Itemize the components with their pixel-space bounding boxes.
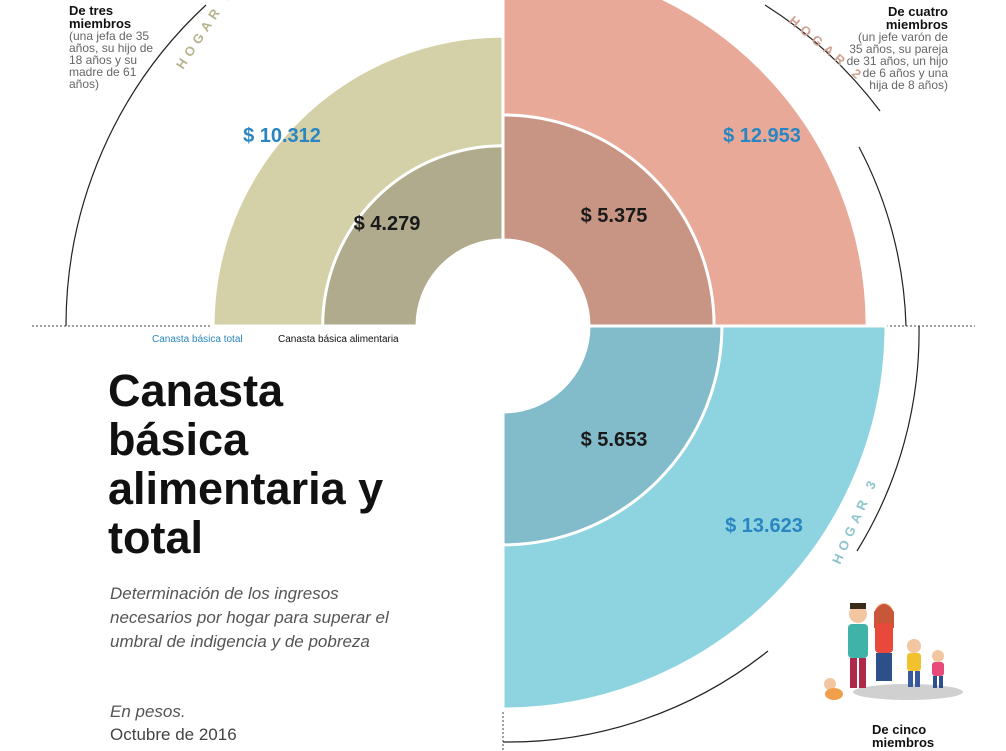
page-title: Canasta básica alimentaria y total: [108, 365, 384, 563]
legend-food: Canasta básica alimentaria: [278, 334, 399, 345]
hogar-1-arc-label: HOGAR 1: [173, 0, 237, 72]
hogar-2-description: De cuatro miembros (un jefe varón de 35 …: [846, 5, 948, 91]
hogar-1-description: De tres miembros (una jefa de 35 años, s…: [69, 4, 159, 90]
hogar-3-heading: De cinco miembros: [872, 722, 935, 750]
outer-arc-hogar-1: [65, 4, 207, 327]
hogar-1-heading: De tres miembros: [69, 3, 132, 31]
outer-arc-hogar-3: [856, 325, 920, 552]
page-subtitle: Determinación de los ingresos necesarios…: [110, 584, 389, 651]
hogar-1-detail: (una jefa de 35 años, su hijo de 18 años…: [69, 29, 154, 91]
hogar-2-food-label: $ 5.375: [581, 205, 648, 227]
hogar-3-total-label: $ 13.623: [725, 515, 803, 537]
hogar-3-description: De cinco miembros: [872, 723, 962, 749]
unit-note: En pesos.: [110, 702, 186, 721]
outer-arc-hogar-2: [764, 4, 881, 112]
hogar-2-heading: De cuatro miembros: [885, 4, 948, 32]
hogar-2-detail: (un jefe varón de 35 años, su pareja de …: [846, 30, 948, 92]
hogar-2-total-label: $ 12.953: [723, 125, 801, 147]
hogar-3-food-label: $ 5.653: [581, 429, 648, 451]
family-illustration: [824, 603, 963, 700]
outer-arc-hogar-3-lower: [502, 650, 769, 743]
date-note: Octubre de 2016: [110, 725, 237, 744]
hogar-1-total-label: $ 10.312: [243, 125, 321, 147]
legend-total: Canasta básica total: [152, 334, 243, 345]
hogar-1-food-label: $ 4.279: [354, 213, 421, 235]
center-hole: [417, 240, 589, 412]
outer-arc-hogar-2-lower: [858, 146, 907, 327]
